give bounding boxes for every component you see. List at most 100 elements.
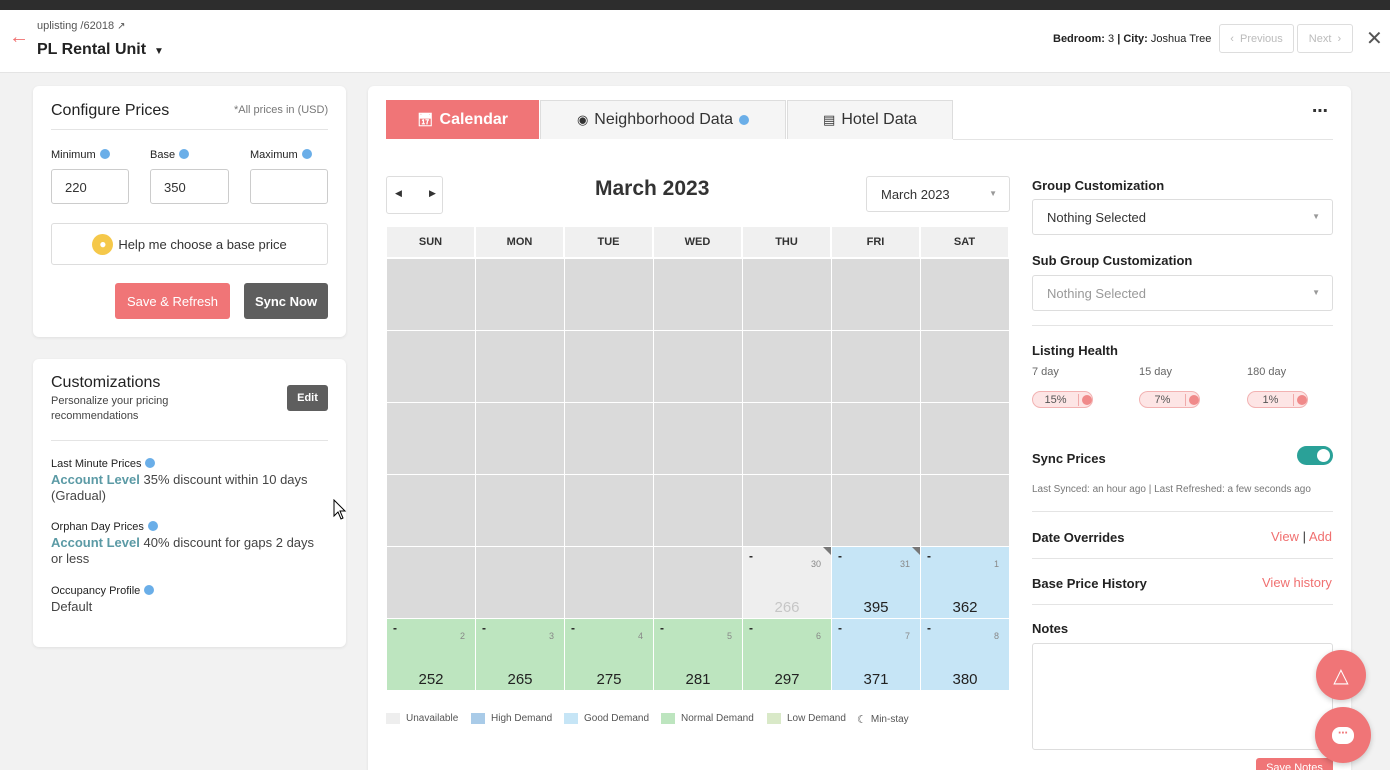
health-180-day-badge[interactable]: 1% <box>1247 391 1308 408</box>
calendar-day-cell[interactable]: - 1 362 <box>921 547 1009 618</box>
calendar-day-cell[interactable]: - 31 395 <box>832 547 920 618</box>
health-7-day-badge[interactable]: 15% <box>1032 391 1093 408</box>
info-icon[interactable] <box>739 115 750 125</box>
calendar-empty-cell[interactable] <box>921 331 1009 402</box>
calendar-day-cell[interactable]: - 30 266 <box>743 547 831 618</box>
month-title: March 2023 <box>595 177 710 200</box>
last-minute-prices: Last Minute Prices Account Level 35% dis… <box>51 458 321 504</box>
graduation-cap-icon[interactable]: △ <box>1316 650 1366 700</box>
mouse-cursor-icon <box>333 499 347 520</box>
calendar-day-cell[interactable]: - 7 371 <box>832 619 920 690</box>
calendar-empty-cell[interactable] <box>476 475 564 546</box>
info-icon[interactable] <box>99 149 110 159</box>
overrides-add-link[interactable]: Add <box>1308 529 1333 544</box>
tab-neighborhood-data[interactable]: ◉ Neighborhood Data <box>540 100 786 139</box>
info-icon[interactable] <box>301 149 312 159</box>
calendar-empty-cell[interactable] <box>476 403 564 474</box>
back-arrow-icon[interactable]: ← <box>9 26 29 48</box>
calendar-day-cell[interactable]: - 5 281 <box>654 619 742 690</box>
date-overrides-label: Date Overrides <box>1032 530 1125 545</box>
prev-month-icon[interactable]: ◀ <box>395 188 402 198</box>
min-stay-marker: - <box>482 621 486 635</box>
chat-icon[interactable]: ⋯ <box>1315 707 1371 763</box>
sync-now-button[interactable]: Sync Now <box>244 283 328 319</box>
calendar-empty-cell[interactable] <box>832 331 920 402</box>
notes-textarea[interactable] <box>1032 643 1333 750</box>
legend-label: Good Demand <box>584 713 650 724</box>
calendar-day-cell[interactable]: - 8 380 <box>921 619 1009 690</box>
calendar-empty-cell[interactable] <box>387 259 475 330</box>
calendar-empty-cell[interactable] <box>476 547 564 618</box>
base-input[interactable]: 350 <box>150 169 229 204</box>
save-notes-button[interactable]: Save Notes <box>1256 758 1333 770</box>
view-history-link[interactable]: View history <box>1262 575 1332 590</box>
maximum-input[interactable] <box>250 169 328 204</box>
calendar-day-cell[interactable]: - 4 275 <box>565 619 653 690</box>
more-options-icon[interactable]: ⋯ <box>1312 103 1329 120</box>
calendar-day-cell[interactable]: - 3 265 <box>476 619 564 690</box>
day-number: 8 <box>993 631 999 641</box>
legend-swatch <box>661 713 675 724</box>
external-link-icon[interactable]: ↗ <box>117 21 126 32</box>
info-icon[interactable] <box>144 585 155 595</box>
previous-button[interactable]: ‹ Previous <box>1219 24 1294 53</box>
group-customization-select[interactable]: Nothing Selected ▼ <box>1032 199 1333 235</box>
info-icon[interactable] <box>147 521 158 531</box>
calendar-empty-cell[interactable] <box>654 547 742 618</box>
calendar-empty-cell[interactable] <box>654 331 742 402</box>
notes-label: Notes <box>1032 621 1069 636</box>
unit-selector[interactable]: PL Rental Unit ▼ <box>37 41 164 59</box>
minimum-input[interactable]: 220 <box>51 169 129 204</box>
save-refresh-button[interactable]: Save & Refresh <box>115 283 230 319</box>
calendar-empty-cell[interactable] <box>387 475 475 546</box>
subgroup-customization-select[interactable]: Nothing Selected ▼ <box>1032 275 1333 311</box>
calendar-empty-cell[interactable] <box>654 259 742 330</box>
calendar-empty-cell[interactable] <box>743 403 831 474</box>
health-15-day-badge[interactable]: 7% <box>1139 391 1200 408</box>
calendar-empty-cell[interactable] <box>565 259 653 330</box>
calendar-empty-cell[interactable] <box>387 547 475 618</box>
city-value: Joshua Tree <box>1150 33 1212 45</box>
calendar-empty-cell[interactable] <box>921 475 1009 546</box>
calendar-empty-cell[interactable] <box>832 403 920 474</box>
day-number: 3 <box>548 631 554 641</box>
calendar-day-cell[interactable]: - 2 252 <box>387 619 475 690</box>
occupancy-label: Occupancy Profile <box>51 585 141 597</box>
calendar-empty-cell[interactable] <box>387 403 475 474</box>
maximum-label-text: Maximum <box>250 149 298 161</box>
calendar-empty-cell[interactable] <box>654 475 742 546</box>
calendar-empty-cell[interactable] <box>476 259 564 330</box>
info-icon[interactable] <box>145 458 156 468</box>
lightbulb-icon: ● <box>92 233 114 255</box>
calendar-empty-cell[interactable] <box>387 331 475 402</box>
tab-calendar[interactable]: 📅︎ Calendar <box>386 100 539 139</box>
help-choose-base-price-button[interactable]: ● Help me choose a base price <box>51 223 328 265</box>
calendar-empty-cell[interactable] <box>654 403 742 474</box>
calendar-empty-cell[interactable] <box>921 259 1009 330</box>
calendar-empty-cell[interactable] <box>565 475 653 546</box>
calendar-empty-cell[interactable] <box>743 259 831 330</box>
calendar-empty-cell[interactable] <box>743 331 831 402</box>
calendar-empty-cell[interactable] <box>565 547 653 618</box>
next-month-icon[interactable]: ▶ <box>429 188 436 198</box>
breadcrumb[interactable]: uplisting /62018 ↗ <box>37 20 125 32</box>
next-button[interactable]: Next › <box>1297 24 1353 53</box>
calendar-empty-cell[interactable] <box>565 403 653 474</box>
calendar-empty-cell[interactable] <box>565 331 653 402</box>
base-price-history-label: Base Price History <box>1032 576 1147 591</box>
sync-prices-toggle[interactable] <box>1297 446 1333 465</box>
legend-unavailable: Unavailable <box>386 713 458 724</box>
calendar-empty-cell[interactable] <box>921 403 1009 474</box>
calendar-empty-cell[interactable] <box>476 331 564 402</box>
close-icon[interactable]: ✕ <box>1366 28 1383 50</box>
tab-hotel-data[interactable]: ▤ Hotel Data <box>787 100 953 139</box>
info-icon[interactable] <box>179 149 190 159</box>
calendar-empty-cell[interactable] <box>743 475 831 546</box>
calendar-empty-cell[interactable] <box>832 259 920 330</box>
edit-button[interactable]: Edit <box>287 385 328 411</box>
overrides-view-link[interactable]: View <box>1271 529 1299 544</box>
calendar-empty-cell[interactable] <box>832 475 920 546</box>
month-select[interactable]: March 2023 ▼ <box>866 176 1010 212</box>
day-price: 371 <box>863 671 889 688</box>
calendar-day-cell[interactable]: - 6 297 <box>743 619 831 690</box>
